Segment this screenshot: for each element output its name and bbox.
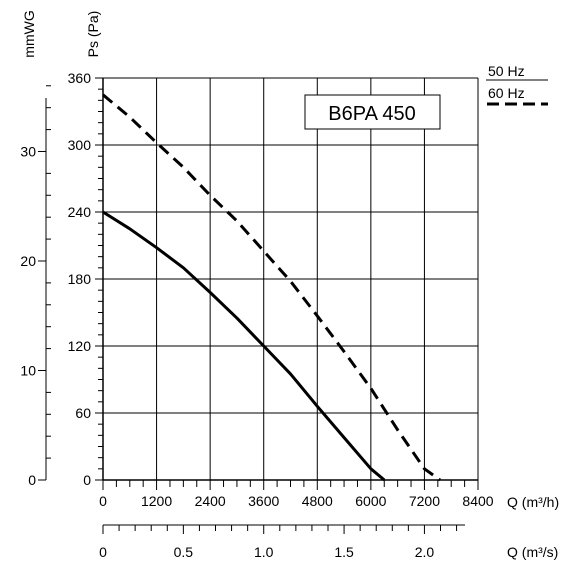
m3s-tick-label: 1.5 xyxy=(334,544,354,560)
m3s-tick-label: 0 xyxy=(99,544,107,560)
legend-label-50hz: 50 Hz xyxy=(488,63,525,79)
y-tick-label: 360 xyxy=(68,70,92,86)
mmwg-tick-label: 0 xyxy=(28,472,36,488)
x-tick-label: 6000 xyxy=(355,493,386,509)
y-tick-label: 180 xyxy=(68,271,92,287)
m3s-tick-label: 0.5 xyxy=(174,544,194,560)
pressure-axis-title: Ps (Pa) xyxy=(85,11,101,58)
x-tick-label: 1200 xyxy=(141,493,172,509)
y-tick-label: 120 xyxy=(68,338,92,354)
y-tick-label: 0 xyxy=(83,472,91,488)
mmwg-axis-title: mmWG xyxy=(21,10,37,57)
legend-label-60hz: 60 Hz xyxy=(488,85,525,101)
series-line-60-hz xyxy=(102,93,441,482)
axes xyxy=(38,77,479,534)
y-tick-label: 300 xyxy=(68,137,92,153)
flow-m3h-axis-title: Q (m³/h) xyxy=(507,494,559,510)
x-tick-label: 2400 xyxy=(195,493,226,509)
y-tick-label: 240 xyxy=(68,204,92,220)
x-tick-label: 4800 xyxy=(302,493,333,509)
y-tick-label: 60 xyxy=(75,405,91,421)
mmwg-tick-label: 10 xyxy=(20,362,36,378)
x-tick-label: 7200 xyxy=(409,493,440,509)
series-line-50-hz xyxy=(102,210,386,482)
x-tick-label: 0 xyxy=(99,493,107,509)
m3s-tick-label: 2.0 xyxy=(415,544,435,560)
x-tick-label: 8400 xyxy=(462,493,493,509)
model-label: B6PA 450 xyxy=(304,94,441,130)
flow-m3s-axis-title: Q (m³/s) xyxy=(507,544,558,560)
x-tick-label: 3600 xyxy=(248,493,279,509)
model-label-box xyxy=(304,94,441,130)
m3s-tick-label: 1.0 xyxy=(254,544,274,560)
mmwg-tick-label: 30 xyxy=(20,143,36,159)
mmwg-tick-label: 20 xyxy=(20,253,36,269)
grid xyxy=(103,77,479,480)
chart-title: B6PA 450 xyxy=(328,103,415,125)
legend: 50 Hz 60 Hz xyxy=(486,63,548,106)
series-lines xyxy=(102,93,441,482)
